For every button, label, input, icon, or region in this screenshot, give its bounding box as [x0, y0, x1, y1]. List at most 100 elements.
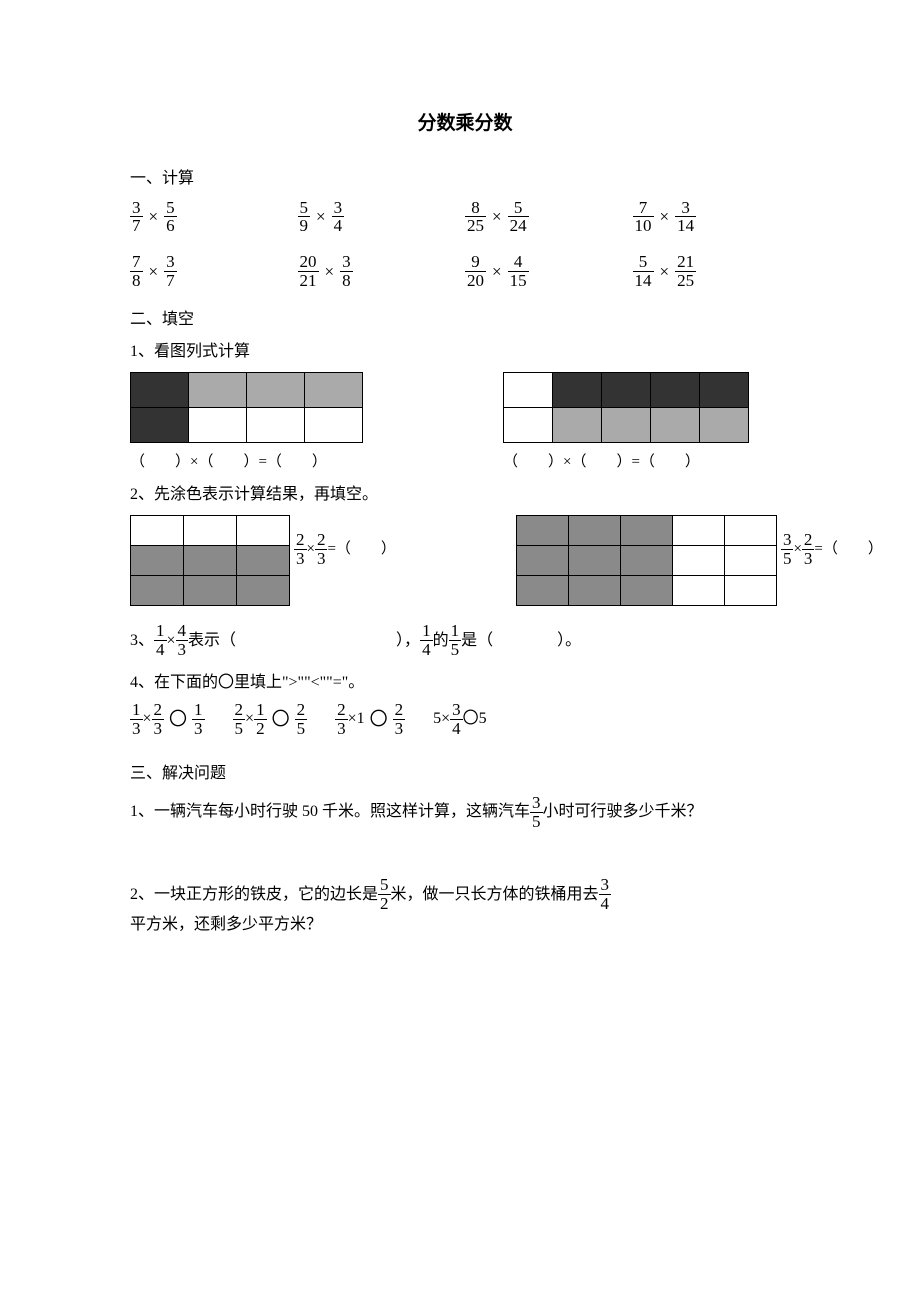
calc-grid: 37×5659×34825×524710×314 78×372021×38920×… — [130, 199, 800, 290]
compare-item: 25×12〇25 — [233, 701, 308, 738]
compare-item: 23×1〇23 — [335, 701, 405, 738]
fraction: 15 — [449, 622, 462, 659]
grid-cell — [184, 576, 237, 606]
fraction: 43 — [176, 622, 189, 659]
grid-cell — [237, 576, 290, 606]
grid-cell — [724, 546, 776, 576]
calc-item: 59×34 — [298, 199, 466, 236]
grid-cell — [237, 546, 290, 576]
fraction: 37 — [130, 199, 143, 236]
grid-cell — [700, 407, 749, 442]
grid-cell — [672, 546, 724, 576]
grid-cell — [504, 372, 553, 407]
page-title: 分数乘分数 — [130, 110, 800, 139]
q1-grid-left — [130, 372, 363, 443]
fraction: 415 — [508, 253, 529, 290]
grid-cell — [724, 576, 776, 606]
fraction: 2125 — [675, 253, 696, 290]
grid-cell — [504, 407, 553, 442]
fraction: 25 — [295, 701, 308, 738]
fraction: 23 — [294, 531, 307, 568]
grid-cell — [672, 516, 724, 546]
calc-item: 825×524 — [465, 199, 633, 236]
fraction: 59 — [298, 199, 311, 236]
compare-item: 5×34〇5 — [433, 701, 487, 738]
grid-cell — [602, 372, 651, 407]
calc-item: 2021×38 — [298, 253, 466, 290]
calc-item: 514×2125 — [633, 253, 801, 290]
grid-cell — [131, 372, 189, 407]
q1-grid-right — [503, 372, 749, 443]
grid-cell — [620, 516, 672, 546]
fraction: 78 — [130, 253, 143, 290]
section2-heading: 二、填空 — [130, 308, 800, 332]
grid-cell — [184, 546, 237, 576]
grid-cell — [184, 516, 237, 546]
q1-heading: 1、看图列式计算 — [130, 340, 800, 364]
fraction: 920 — [465, 253, 486, 290]
problem-2: 2、一块正方形的铁皮，它的边长是52米，做一只长方体的铁桶用去34平方米，还剩多… — [130, 876, 800, 937]
grid-cell — [602, 407, 651, 442]
fraction: 524 — [508, 199, 529, 236]
grid-cell — [672, 576, 724, 606]
fraction: 25 — [233, 701, 246, 738]
section3-heading: 三、解决问题 — [130, 762, 800, 786]
fraction: 12 — [254, 701, 267, 738]
calc-item: 37×56 — [130, 199, 298, 236]
fraction: 13 — [192, 701, 205, 738]
fraction: 14 — [420, 622, 433, 659]
grid-cell — [189, 372, 247, 407]
q2-heading: 2、先涂色表示计算结果，再填空。 — [130, 483, 800, 507]
q4-row: 13×23〇1325×12〇2523×1〇235×34〇5 — [130, 701, 800, 738]
fraction: 23 — [152, 701, 165, 738]
grid-cell — [651, 407, 700, 442]
fraction: 23 — [335, 701, 348, 738]
grid-cell — [189, 407, 247, 442]
q1-caption-right: （ ）×（ ）=（ ） — [503, 451, 749, 474]
fraction: 514 — [633, 253, 654, 290]
calc-item: 710×314 — [633, 199, 801, 236]
grid-cell — [568, 516, 620, 546]
grid-cell — [247, 372, 305, 407]
calc-item: 78×37 — [130, 253, 298, 290]
fraction: 37 — [164, 253, 177, 290]
fraction: 2021 — [298, 253, 319, 290]
fraction: 825 — [465, 199, 486, 236]
grid-cell — [131, 576, 184, 606]
grid-cell — [516, 516, 568, 546]
fraction: 34 — [599, 876, 612, 913]
grid-cell — [305, 407, 363, 442]
grid-cell — [516, 546, 568, 576]
q2-grid-right — [516, 515, 777, 606]
grid-cell — [700, 372, 749, 407]
grid-cell — [237, 516, 290, 546]
grid-cell — [620, 576, 672, 606]
grid-cell — [305, 372, 363, 407]
q1-caption-left: （ ）×（ ）=（ ） — [130, 451, 363, 474]
q2-eq-right: 35×23=（ ） — [781, 531, 883, 568]
fraction: 34 — [450, 701, 463, 738]
fraction: 13 — [130, 701, 143, 738]
fraction: 14 — [154, 622, 167, 659]
fraction: 56 — [164, 199, 177, 236]
fraction: 38 — [340, 253, 353, 290]
section1-heading: 一、计算 — [130, 167, 800, 191]
q3-line: 3、14×43表示（ ），14的15是（ ）。 — [130, 622, 581, 659]
fraction: 314 — [675, 199, 696, 236]
q2-grid-left — [130, 515, 290, 606]
fraction: 35 — [781, 531, 794, 568]
calc-item: 920×415 — [465, 253, 633, 290]
fraction: 23 — [393, 701, 406, 738]
fraction: 34 — [332, 199, 345, 236]
fraction: 52 — [378, 876, 391, 913]
problem-1: 1、一辆汽车每小时行驶 50 千米。照这样计算，这辆汽车35小时可行驶多少千米？ — [130, 794, 800, 831]
grid-cell — [131, 407, 189, 442]
grid-cell — [516, 576, 568, 606]
q4-heading: 4、在下面的〇里填上">""<""="。 — [130, 671, 800, 695]
grid-cell — [247, 407, 305, 442]
grid-cell — [568, 546, 620, 576]
fraction: 35 — [530, 794, 543, 831]
q2-eq-left: 23×23=（ ） — [294, 531, 396, 568]
grid-cell — [131, 546, 184, 576]
grid-cell — [724, 516, 776, 546]
